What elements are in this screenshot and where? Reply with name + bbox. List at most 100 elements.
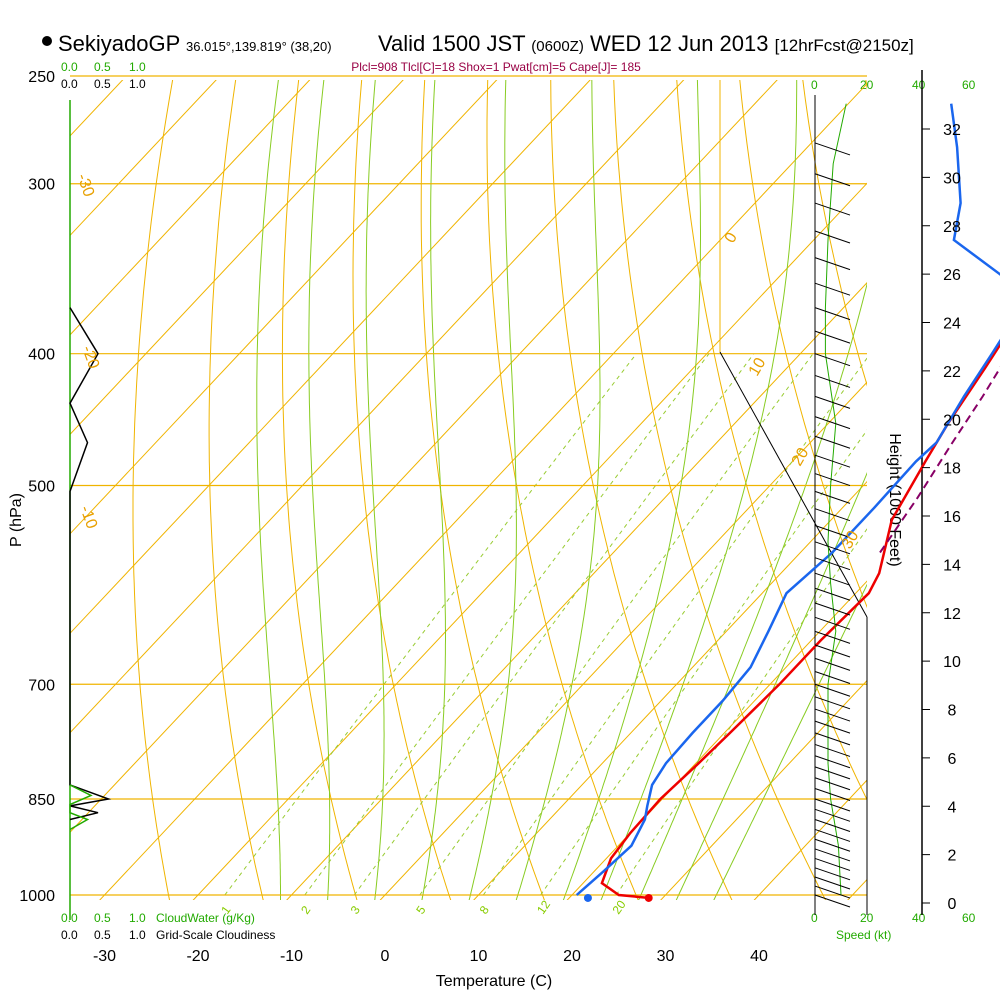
cloud-scale-top-green-2: 1.0 (129, 60, 146, 74)
wind-barb (814, 435, 851, 449)
surface-dewpoint-point (583, 893, 592, 902)
y2-tick-label: 0 (948, 896, 957, 913)
wind-speed-top-2: 40 (912, 78, 926, 92)
moist-adiabat-line (713, 583, 867, 900)
y-tick-label: 300 (28, 177, 55, 194)
isotherm-line (99, 83, 867, 900)
wind-barb (814, 282, 851, 296)
wind-barb (814, 876, 851, 890)
wind-barb (814, 454, 851, 468)
isotherm-line (70, 80, 685, 734)
cloud-scale-bottom-green-2: 1.0 (129, 911, 146, 925)
wind-barb (814, 777, 851, 791)
wind-barb (814, 732, 851, 746)
x-tick-label: 40 (750, 948, 768, 965)
dry-adiabat-line (865, 80, 867, 91)
wind-barb (814, 885, 851, 899)
moist-adiabat-line (365, 80, 385, 900)
cloud-scale-top-black-1: 0.5 (94, 77, 111, 91)
dry-adiabat-line (352, 80, 452, 900)
wind-barb (814, 787, 851, 801)
wind-barb (814, 819, 851, 832)
cloud-scale-top: 0.0 0.5 1.0 0.0 0.5 1.0 (61, 60, 146, 91)
isotherm-label: -10 (76, 504, 100, 532)
wind-barb (814, 683, 851, 697)
dry-adiabat-line (420, 80, 545, 900)
dry-adiabat-line (802, 80, 867, 387)
y-tick-label: 500 (28, 479, 55, 496)
y2-tick-label: 2 (948, 848, 957, 865)
wind-barb (814, 602, 851, 616)
moist-adiabat-line (256, 80, 281, 900)
cloud-scale-bottom-black-2: 1.0 (129, 928, 146, 942)
mixing-ratio-label: 8 (477, 903, 492, 917)
wind-barb (814, 798, 851, 812)
isotherm-line (379, 381, 867, 900)
wind-barb (814, 743, 851, 757)
station-dot-icon (42, 36, 52, 46)
surface-temperature-point (644, 893, 653, 902)
cloudiness-profile-line (69, 307, 112, 821)
y2-tick-label: 4 (948, 799, 957, 816)
y2-axis-label: Height (1000 Feet) (886, 433, 903, 566)
y2-tick-label: 12 (943, 606, 961, 623)
wind-speed-scale: 0 20 40 60 0 20 40 60 Speed (kt) (811, 78, 976, 942)
cloud-scale-bottom-black-1: 0.5 (94, 928, 111, 942)
dry-adiabat-line (613, 80, 827, 900)
isotherm-line (192, 182, 867, 900)
cloud-profiles (69, 307, 112, 831)
mixing-ratio-line (224, 353, 637, 896)
wind-barb (814, 867, 851, 881)
moist-adiabat-lines (256, 80, 867, 900)
dry-adiabat-line (676, 80, 867, 801)
moist-adiabat-line (638, 282, 867, 900)
wind-barb (814, 173, 851, 187)
wind-speed-top-0: 0 (811, 78, 818, 92)
wind-barb (814, 720, 851, 734)
wind-barb (814, 587, 851, 601)
isotherm-label: -20 (78, 344, 102, 372)
wind-barb (814, 616, 851, 630)
y2-tick-label: 14 (943, 557, 961, 574)
y-tick-label: 850 (28, 792, 55, 809)
wind-speed-label: Speed (kt) (836, 928, 891, 942)
isotherm-line (660, 679, 867, 900)
moist-adiabat-line (308, 80, 331, 900)
valid-time: Valid 1500 JST (378, 31, 525, 56)
y2-tick-label: 18 (943, 461, 961, 478)
dry-adiabat-lines (132, 80, 867, 900)
isotherm-line (70, 80, 591, 635)
cloudiness-label: Grid-Scale Cloudiness (156, 928, 275, 942)
parcel-series-line (879, 366, 1000, 554)
mixing-ratio-lines: 1 2 3 5 8 12 20 (218, 353, 867, 917)
x-tick-label: -30 (93, 948, 116, 965)
y-tick-label: 700 (28, 677, 55, 694)
temperature-series-line (600, 342, 1000, 900)
wind-barb (814, 848, 851, 862)
wind-barb (814, 490, 851, 504)
forecast-info: [12hrFcst@2150z] (775, 36, 914, 55)
moist-adiabat-line (562, 80, 701, 900)
cloudwater-profile-line (69, 784, 93, 831)
x-tick-label: 0 (381, 948, 390, 965)
isotherm-line (473, 480, 867, 900)
isotherm-line (70, 80, 404, 436)
dry-adiabat-line (550, 80, 733, 900)
station-coords: 36.015°,139.819° (38,20) (186, 39, 332, 54)
wind-barb (814, 508, 851, 522)
wind-barb (814, 557, 851, 571)
mixing-ratio-line (540, 429, 867, 896)
y2-tick-label: 8 (948, 703, 957, 720)
y2-tick-label: 10 (943, 654, 961, 671)
isotherm-label: -30 (73, 172, 97, 200)
wind-barb (814, 353, 851, 367)
y2-tick-label: 16 (943, 509, 961, 526)
cloud-scale-top-black-0: 0.0 (61, 77, 78, 91)
profile-series (575, 103, 1000, 902)
mixing-ratio-label: 20 (610, 897, 629, 916)
wind-barb (814, 630, 851, 644)
wind-barb (814, 766, 851, 780)
dry-adiabat-line (281, 80, 358, 900)
cloud-scale-bottom-green-1: 0.5 (94, 911, 111, 925)
dewpoint-series-line (575, 103, 1000, 896)
